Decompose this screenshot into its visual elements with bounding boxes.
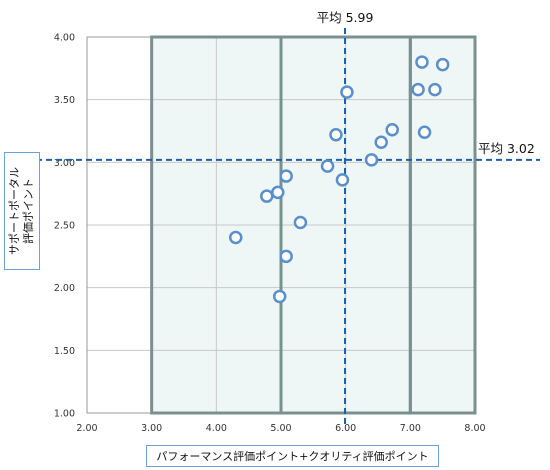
data-point-8 bbox=[320, 159, 335, 173]
mean-y-label: 平均 3.02 bbox=[478, 141, 535, 156]
data-point-7 bbox=[293, 215, 308, 230]
region-border-3 bbox=[408, 35, 477, 415]
y-tick-label-5: 3.50 bbox=[54, 95, 75, 106]
y-tick-label-0: 1.00 bbox=[54, 409, 75, 420]
x-axis-ticks: 2.00 3.00 4.00 5.00 6.00 7.00 8.00 bbox=[76, 423, 485, 434]
data-point-12 bbox=[364, 153, 379, 167]
data-point-11 bbox=[340, 85, 354, 99]
y-axis-label-line-2: 評価ポイント bbox=[22, 178, 35, 244]
y-axis-label-box: サポートポータル 評価ポイント bbox=[4, 152, 40, 270]
data-point-1 bbox=[228, 230, 243, 245]
y-tick-label-4: 3.00 bbox=[54, 158, 75, 169]
reference-lines: 平均 5.99 平均 3.02 bbox=[6, 10, 540, 428]
data-point-17 bbox=[417, 125, 432, 140]
y-tick-label-2: 2.00 bbox=[54, 283, 75, 294]
x-tick-label-3: 5.00 bbox=[270, 423, 291, 434]
data-point-13 bbox=[374, 135, 388, 150]
y-tick-label-1: 1.50 bbox=[54, 346, 75, 357]
data-point-2 bbox=[260, 189, 274, 203]
y-tick-label-6: 4.00 bbox=[54, 33, 75, 44]
x-tick-label-6: 8.00 bbox=[464, 423, 485, 434]
x-tick-label-1: 3.00 bbox=[141, 423, 162, 434]
x-tick-label-5: 7.00 bbox=[400, 423, 421, 434]
x-tick-label-0: 2.00 bbox=[76, 423, 97, 434]
data-point-6 bbox=[279, 249, 293, 264]
data-point-10 bbox=[335, 173, 350, 187]
data-point-18 bbox=[428, 82, 442, 97]
data-point-3 bbox=[271, 185, 285, 200]
x-tick-label-4: 6.00 bbox=[335, 423, 356, 434]
x-axis-label-box: パフォーマンス評価ポイント+クオリティ評価ポイント bbox=[146, 445, 439, 467]
data-point-14 bbox=[385, 122, 399, 137]
data-point-16 bbox=[415, 55, 429, 69]
x-tick-label-2: 4.00 bbox=[206, 423, 227, 434]
data-point-4 bbox=[272, 289, 287, 304]
y-axis-ticks: 1.00 1.50 2.00 2.50 3.00 3.50 4.00 bbox=[54, 33, 75, 420]
data-point-15 bbox=[411, 82, 425, 97]
y-axis-label-line-1: サポートポータル bbox=[8, 167, 21, 255]
y-axis-label: サポートポータル 評価ポイント bbox=[8, 167, 36, 255]
data-points bbox=[228, 55, 450, 304]
mean-x-label: 平均 5.99 bbox=[317, 10, 374, 25]
x-axis-label: パフォーマンス評価ポイント+クオリティ評価ポイント bbox=[156, 450, 429, 463]
data-point-9 bbox=[329, 128, 343, 142]
y-tick-label-3: 2.50 bbox=[54, 221, 75, 232]
data-point-19 bbox=[435, 57, 450, 72]
data-point-5 bbox=[279, 169, 293, 183]
